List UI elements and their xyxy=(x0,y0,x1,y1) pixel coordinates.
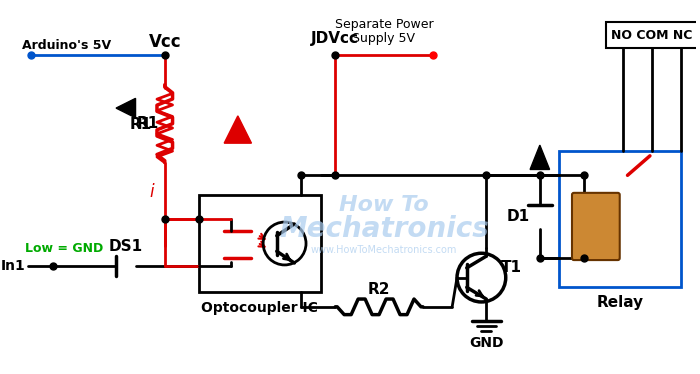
Text: R1: R1 xyxy=(130,117,151,132)
Text: i: i xyxy=(150,183,155,201)
Polygon shape xyxy=(530,145,550,169)
FancyBboxPatch shape xyxy=(572,193,620,260)
Text: JDVcc: JDVcc xyxy=(312,31,359,46)
Text: Vcc: Vcc xyxy=(148,33,181,51)
Text: Arduino's 5V: Arduino's 5V xyxy=(22,39,111,52)
Text: R1: R1 xyxy=(137,116,160,131)
FancyBboxPatch shape xyxy=(559,151,681,287)
Text: Low = GND: Low = GND xyxy=(25,242,104,255)
Text: Optocoupler IC: Optocoupler IC xyxy=(202,301,318,315)
Text: T1: T1 xyxy=(501,260,522,275)
Text: GND: GND xyxy=(469,336,503,350)
Text: Relay: Relay xyxy=(596,295,644,310)
FancyBboxPatch shape xyxy=(606,22,698,48)
Text: Supply 5V: Supply 5V xyxy=(353,33,416,45)
Text: R2: R2 xyxy=(368,282,391,297)
Text: www.HowToMechatronics.com: www.HowToMechatronics.com xyxy=(311,245,457,255)
Text: DS1: DS1 xyxy=(108,239,143,254)
Text: D1: D1 xyxy=(507,209,530,224)
Text: How To: How To xyxy=(340,194,429,215)
Polygon shape xyxy=(116,98,136,118)
Text: Separate Power: Separate Power xyxy=(335,18,433,31)
Text: NO COM NC: NO COM NC xyxy=(611,28,692,42)
Text: Mechatronics: Mechatronics xyxy=(279,215,489,243)
FancyBboxPatch shape xyxy=(199,195,321,292)
Polygon shape xyxy=(224,116,251,143)
Text: In1: In1 xyxy=(1,259,25,273)
